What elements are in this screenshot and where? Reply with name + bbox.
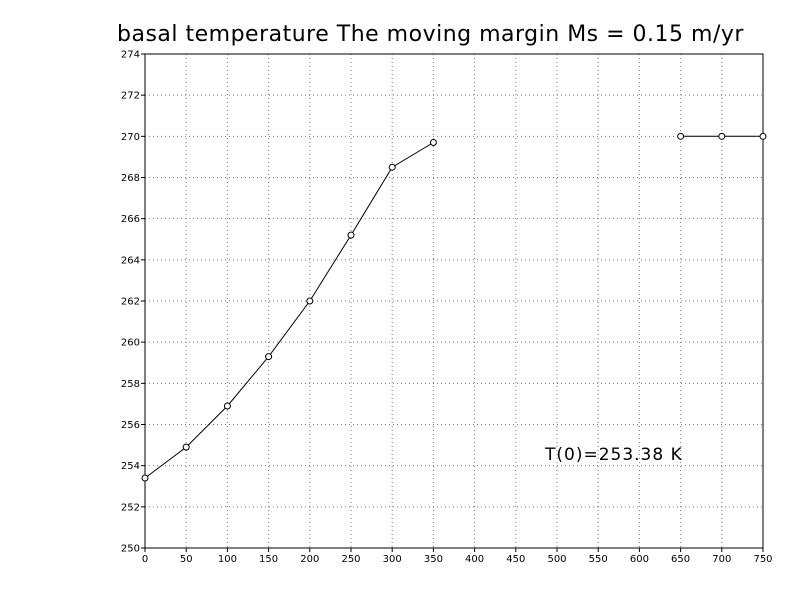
y-axis: 250 252 254 256 258 260 262 264 266 268 270 272 274	[121, 50, 145, 555]
y-tick-label: 258	[121, 379, 140, 390]
data-point	[182, 443, 190, 451]
y-tick-label: 254	[121, 461, 140, 472]
data-point	[347, 231, 355, 239]
data-point	[141, 474, 149, 482]
chart-title: basal temperature The moving margin Ms =…	[117, 22, 744, 47]
y-tick-label: 268	[121, 173, 140, 184]
x-tick-label: 350	[424, 554, 443, 565]
x-tick-label: 250	[341, 554, 360, 565]
x-tick-label: 150	[259, 554, 278, 565]
data-point	[759, 132, 767, 140]
annotation-t0: T(0)=253.38 K	[544, 445, 683, 465]
x-tick-label: 550	[589, 554, 608, 565]
y-tick-label: 260	[121, 338, 140, 349]
y-tick-label: 272	[121, 91, 140, 102]
y-tick-label: 264	[121, 255, 140, 266]
grid	[145, 54, 763, 548]
y-tick-label: 270	[121, 132, 140, 143]
y-tick-label: 256	[121, 420, 140, 431]
x-tick-label: 700	[712, 554, 731, 565]
x-tick-label: 600	[630, 554, 649, 565]
y-tick-label: 274	[121, 50, 140, 61]
data-point	[223, 402, 231, 410]
y-tick-label: 262	[121, 297, 140, 308]
y-tick-label: 252	[121, 502, 140, 513]
data-point	[718, 132, 726, 140]
x-tick-label: 500	[547, 554, 566, 565]
x-tick-label: 100	[218, 554, 237, 565]
x-tick-label: 300	[383, 554, 402, 565]
x-tick-label: 200	[300, 554, 319, 565]
x-tick-label: 650	[671, 554, 690, 565]
y-tick-label: 266	[121, 214, 140, 225]
series-basal-temperature	[141, 132, 767, 482]
x-tick-label: 400	[465, 554, 484, 565]
series-line	[144, 142, 434, 479]
x-tick-label: 0	[142, 554, 148, 565]
data-point	[429, 139, 437, 147]
data-point	[388, 163, 396, 171]
x-axis: 0 50 100 150 200 250 300 350 400 450 500 550 600 650 7…	[142, 548, 773, 565]
y-tick-label: 250	[121, 544, 140, 555]
data-point	[677, 132, 685, 140]
x-tick-label: 50	[180, 554, 193, 565]
x-tick-label: 450	[506, 554, 525, 565]
data-point	[306, 297, 314, 305]
x-tick-label: 750	[753, 554, 772, 565]
data-point	[265, 353, 273, 361]
